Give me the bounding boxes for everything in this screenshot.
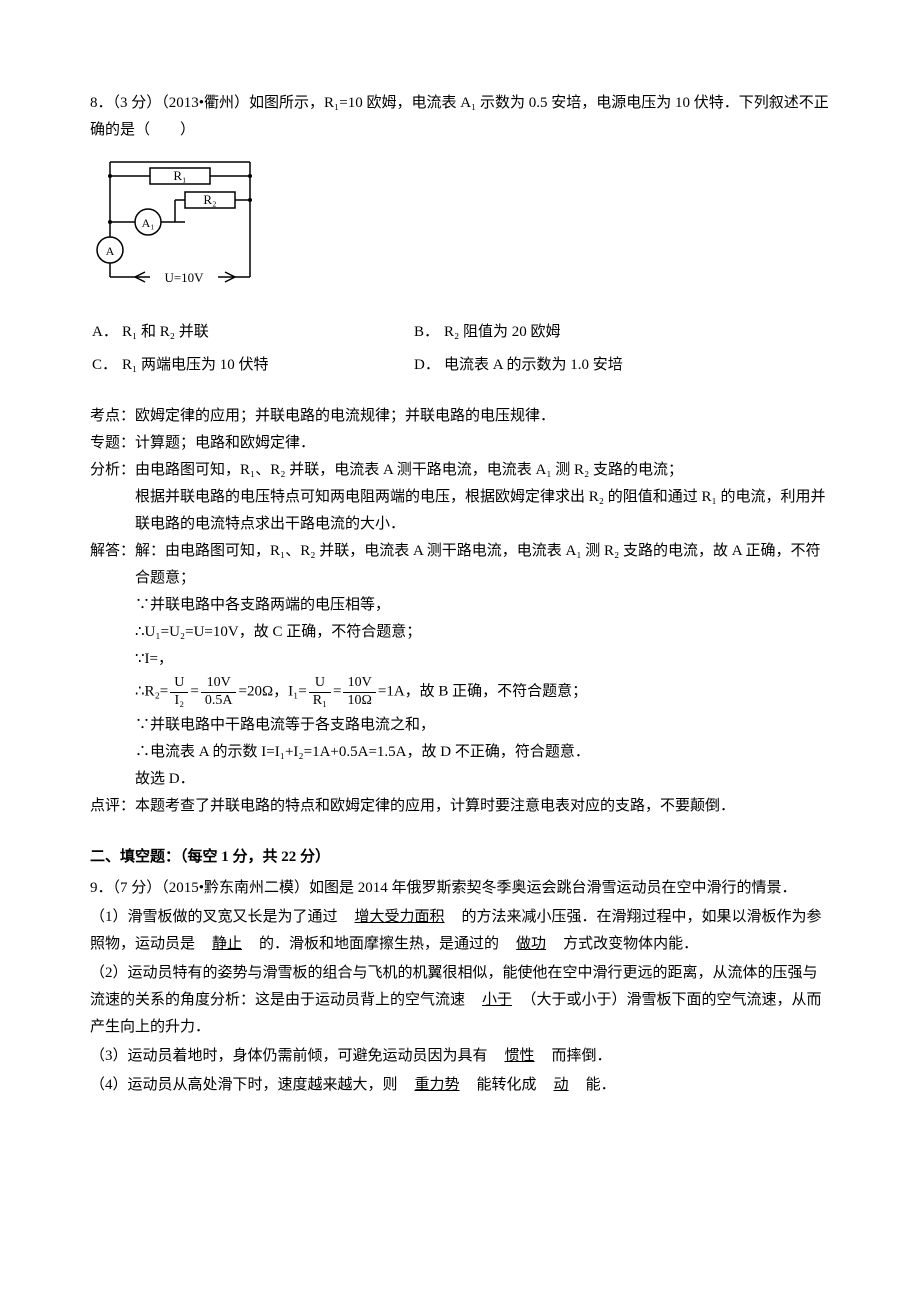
q9-p2: （2）运动员特有的姿势与滑雪板的组合与飞机的机翼很相似，能使他在空中滑行更远的距… [90,960,830,1041]
q9-header: 9．（7 分）（2015•黔东南州二模）如图是 2014 年俄罗斯索契冬季奥运会… [90,875,830,902]
jieda-equation: ∴R₂=UI₂=10V0.5A=20Ω，I₁=UR₁=10V10Ω=1A，故 B… [135,675,830,710]
q9-p1-blank3: 做功 [514,936,548,952]
jieda-line8: 故选 D． [135,766,830,793]
q9-p4: （4）运动员从高处滑下时，速度越来越大，则 重力势 能转化成 动 能． [90,1072,830,1099]
q9-p3-prefix: （3）运动员着地时，身体仍需前倾，可避免运动员因为具有 [90,1048,503,1064]
opt-a-text: R₁ 和 R₂ 并联 [122,317,412,348]
circuit-diagram: R₁ A₁ R₂ A U=10V [90,152,830,307]
dianping-text: 本题考查了并联电路的特点和欧姆定律的应用，计算时要注意电表对应的支路，不要颠倒． [135,793,830,820]
eq-f1-den: I₂ [170,693,188,710]
dianping-label: 点评： [90,793,135,820]
eq-f4-den: 10Ω [343,693,375,710]
jieda-line4: ∵I=， [135,646,830,673]
q9-p4-prefix: （4）运动员从高处滑下时，速度越来越大，则 [90,1077,413,1093]
eq-f2-den: 0.5A [201,693,237,710]
section2-header: 二、填空题：（每空 1 分，共 22 分） [90,844,830,871]
q9-p4-blank1: 重力势 [413,1077,462,1093]
q9-p4-blank2: 动 [552,1077,571,1093]
r1-label: R₁ [173,168,186,183]
opt-b-text: R₂ 阻值为 20 欧姆 [444,317,828,348]
opt-c-label: C． [92,350,120,381]
eq-eq1: = [190,684,198,700]
u-label: U=10V [164,270,204,285]
kaodian-text: 欧姆定律的应用；并联电路的电流规律；并联电路的电压规律． [135,403,830,430]
q9-p3-suffix: 而摔倒． [537,1048,612,1064]
q9-p4-mid: 能转化成 [462,1077,552,1093]
eq-f2-num: 10V [201,675,237,693]
eq-mid: =20Ω，I₁= [238,684,306,700]
fenxi-label: 分析： [90,457,135,484]
a1-label: A₁ [142,216,155,230]
eq-f3-den: R₁ [309,693,331,710]
q8-header: 8．（3 分）（2013•衢州）如图所示，R₁=10 欧姆，电流表 A₁ 示数为… [90,90,830,144]
jieda-line7: ∴电流表 A 的示数 I=I₁+I₂=1A+0.5A=1.5A，故 D 不正确，… [135,739,830,766]
jieda-line2: ∵并联电路中各支路两端的电压相等， [135,592,830,619]
fenxi-line2: 根据并联电路的电压特点可知两电阻两端的电压，根据欧姆定律求出 R₂ 的阻值和通过… [135,484,830,538]
opt-a-label: A． [92,317,120,348]
eq-suffix: =1A，故 B 正确，不符合题意； [378,684,587,700]
q9-p3: （3）运动员着地时，身体仍需前倾，可避免运动员因为具有 惯性 而摔倒． [90,1043,830,1070]
zhuanti-text: 计算题；电路和欧姆定律． [135,430,830,457]
jieda-line1: 解：由电路图可知，R₁、R₂ 并联，电流表 A 测干路电流，电流表 A₁ 测 R… [135,538,830,592]
opt-b-label: B． [414,317,442,348]
q9-p1-blank2: 静止 [210,936,244,952]
q9-p1-blank1: 增大受力面积 [353,909,447,925]
q9-p4-suffix: 能． [571,1077,616,1093]
q9-p2-blank1: 小于 [480,992,514,1008]
q9-p1-suffix: 方式改变物体内能． [548,936,698,952]
circuit-svg: R₁ A₁ R₂ A U=10V [90,152,260,297]
jieda-label: 解答： [90,538,135,565]
jieda-line6: ∵并联电路中干路电流等于各支路电流之和， [135,712,830,739]
r2-label: R₂ [203,192,216,207]
jieda-line3: ∴U₁=U₂=U=10V，故 C 正确，不符合题意； [135,619,830,646]
kaodian-label: 考点： [90,403,135,430]
eq-eq2: = [333,684,341,700]
eq-prefix: ∴R₂= [135,684,168,700]
q9-p1-prefix: （1）滑雪板做的叉宽又长是为了通过 [90,909,353,925]
opt-d-label: D． [414,350,442,381]
q8-options: A． R₁ 和 R₂ 并联 B． R₂ 阻值为 20 欧姆 C． R₁ 两端电压… [90,315,830,383]
eq-f3-num: U [309,675,331,693]
q9-p1-mid2: 的．滑板和地面摩擦生热，是通过的 [244,936,514,952]
opt-d-text: 电流表 A 的示数为 1.0 安培 [444,350,828,381]
q8-analysis: 考点： 欧姆定律的应用；并联电路的电流规律；并联电路的电压规律． 专题： 计算题… [90,403,830,820]
eq-f4-num: 10V [343,675,375,693]
fenxi-line1: 由电路图可知，R₁、R₂ 并联，电流表 A 测干路电流，电流表 A₁ 测 R₂ … [135,457,830,484]
zhuanti-label: 专题： [90,430,135,457]
opt-c-text: R₁ 两端电压为 10 伏特 [122,350,412,381]
eq-f1-num: U [170,675,188,693]
q9-p3-blank1: 惯性 [503,1048,537,1064]
a-label: A [106,244,115,258]
q9-p1: （1）滑雪板做的叉宽又长是为了通过 增大受力面积 的方法来减小压强．在滑翔过程中… [90,904,830,958]
